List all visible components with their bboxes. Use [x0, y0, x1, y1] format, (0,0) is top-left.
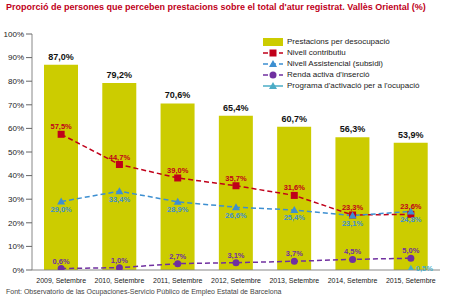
svg-text:2009, Setembre: 2009, Setembre — [36, 277, 86, 284]
svg-text:30%: 30% — [8, 195, 24, 204]
svg-text:23,6%: 23,6% — [400, 202, 422, 211]
svg-text:100%: 100% — [8, 30, 24, 39]
svg-text:0,5%: 0,5% — [416, 264, 433, 273]
svg-text:10%: 10% — [8, 242, 24, 251]
svg-text:90%: 90% — [8, 53, 24, 62]
svg-text:87,0%: 87,0% — [48, 52, 74, 62]
svg-text:39,0%: 39,0% — [167, 166, 189, 175]
svg-text:56,3%: 56,3% — [340, 124, 366, 134]
svg-text:2015, Setembre: 2015, Setembre — [386, 277, 436, 284]
svg-text:60%: 60% — [8, 124, 24, 133]
svg-text:70%: 70% — [8, 101, 24, 110]
svg-text:80%: 80% — [8, 77, 24, 86]
svg-text:2011, Setembre: 2011, Setembre — [153, 277, 202, 284]
svg-text:79,2%: 79,2% — [107, 70, 133, 80]
svg-text:50%: 50% — [8, 148, 24, 157]
html-text:Prestacions per desocupació: Prestacions per desocupació — [287, 37, 390, 46]
svg-text:57,5%: 57,5% — [51, 122, 73, 131]
svg-text:2012, Setembre: 2012, Setembre — [211, 277, 261, 284]
html-text:Font: Observatorio de las Ocup: Font: Observatorio de las Ocupaciones-Se… — [6, 288, 282, 295]
svg-text:70,6%: 70,6% — [165, 90, 191, 100]
svg-text:20%: 20% — [8, 219, 24, 228]
svg-text:1,0%: 1,0% — [111, 256, 128, 265]
svg-text:2013, Setembre: 2013, Setembre — [269, 277, 319, 284]
svg-text:29,0%: 29,0% — [51, 205, 73, 214]
svg-text:2014, Setembre: 2014, Setembre — [328, 277, 378, 284]
svg-text:35,7%: 35,7% — [225, 174, 247, 183]
html-text:Nivell contributiu: Nivell contributiu — [287, 48, 346, 57]
svg-text:0,6%: 0,6% — [53, 257, 70, 266]
svg-text:4,5%: 4,5% — [344, 247, 361, 256]
html-text:Programa d'activació per a l'o: Programa d'activació per a l'ocupació — [287, 81, 420, 90]
svg-text:3,1%: 3,1% — [227, 251, 244, 260]
svg-text:65,4%: 65,4% — [223, 103, 249, 113]
svg-text:60,7%: 60,7% — [281, 114, 307, 124]
svg-text:23,3%: 23,3% — [342, 203, 364, 212]
svg-text:5,0%: 5,0% — [402, 246, 419, 255]
svg-text:28,9%: 28,9% — [167, 205, 189, 214]
svg-text:31,6%: 31,6% — [284, 183, 306, 192]
svg-text:44,7%: 44,7% — [109, 153, 131, 162]
html-text:Nivell Assistencial (subsidi): Nivell Assistencial (subsidi) — [287, 59, 383, 68]
svg-text:53,9%: 53,9% — [398, 130, 424, 140]
svg-text:2,7%: 2,7% — [169, 252, 186, 261]
svg-text:23,1%: 23,1% — [342, 219, 364, 228]
svg-text:33,4%: 33,4% — [109, 195, 131, 204]
svg-text:24,8%: 24,8% — [400, 215, 422, 224]
svg-text:25,4%: 25,4% — [284, 213, 306, 222]
svg-text:40%: 40% — [8, 171, 24, 180]
html-text:Proporció de persones que perc: Proporció de persones que perceben prest… — [6, 2, 426, 12]
html-text:Renda activa d'inserció: Renda activa d'inserció — [287, 70, 370, 79]
svg-text:0%: 0% — [12, 266, 24, 275]
svg-text:2010, Setembre: 2010, Setembre — [95, 277, 145, 284]
svg-text:3,7%: 3,7% — [286, 249, 303, 258]
svg-text:26,6%: 26,6% — [225, 211, 247, 220]
